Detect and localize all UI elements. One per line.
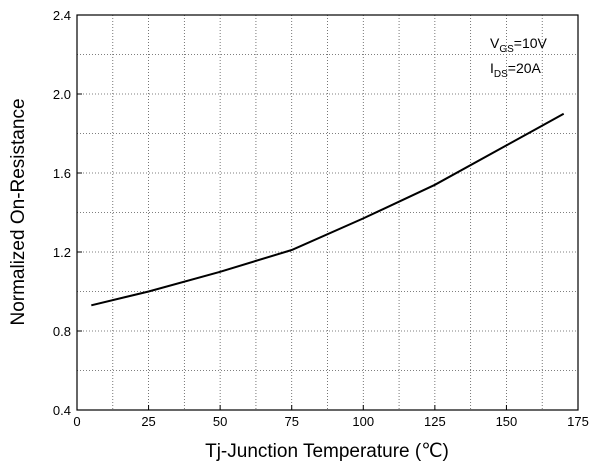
y-axis-title: Normalized On-Resistance [8,98,29,325]
x-tick-label: 150 [496,414,518,429]
y-tick-label: 2.4 [53,8,71,23]
series-point [90,304,92,306]
y-tick-label: 2.0 [53,87,71,102]
series-line [91,112,565,307]
annotation-vgs-rest: =10V [514,35,548,51]
annotation-ids-rest: =20A [508,60,542,76]
x-tick-label: 50 [213,414,227,429]
ticks [76,14,579,411]
series-point [219,271,221,273]
series-point [505,144,507,146]
y-tick-label: 1.6 [53,166,71,181]
annotation-ids: IDS=20A [490,60,542,80]
x-tick-label: 125 [424,414,446,429]
series-point [362,217,364,219]
series-point [563,113,565,115]
annotation-ids-sub: DS [494,69,508,80]
y-tick-label: 0.4 [53,403,71,418]
x-tick-label: 0 [73,414,80,429]
y-tick-label: 0.8 [53,324,71,339]
annotation-vgs-main: V [490,35,500,51]
x-axis-title: Tj-Junction Temperature (℃) [205,441,449,462]
x-tick-label: 175 [567,414,589,429]
x-tick-labels: 0 25 50 75 100 125 150 175 [73,414,588,429]
y-tick-labels: 0.4 0.8 1.2 1.6 2.0 2.4 [53,8,71,418]
y-tick-label: 1.2 [53,245,71,260]
plot-frame [76,14,579,411]
grid [77,15,578,410]
x-tick-label: 75 [284,414,298,429]
annotation-vgs: VGS=10V [490,35,548,55]
annotation-vgs-sub: GS [499,44,514,55]
series-point [434,184,436,186]
annotation-ids-main: I [490,60,494,76]
x-tick-label: 100 [352,414,374,429]
x-tick-label: 25 [141,414,155,429]
series-point [291,249,293,251]
series-point [148,291,150,293]
